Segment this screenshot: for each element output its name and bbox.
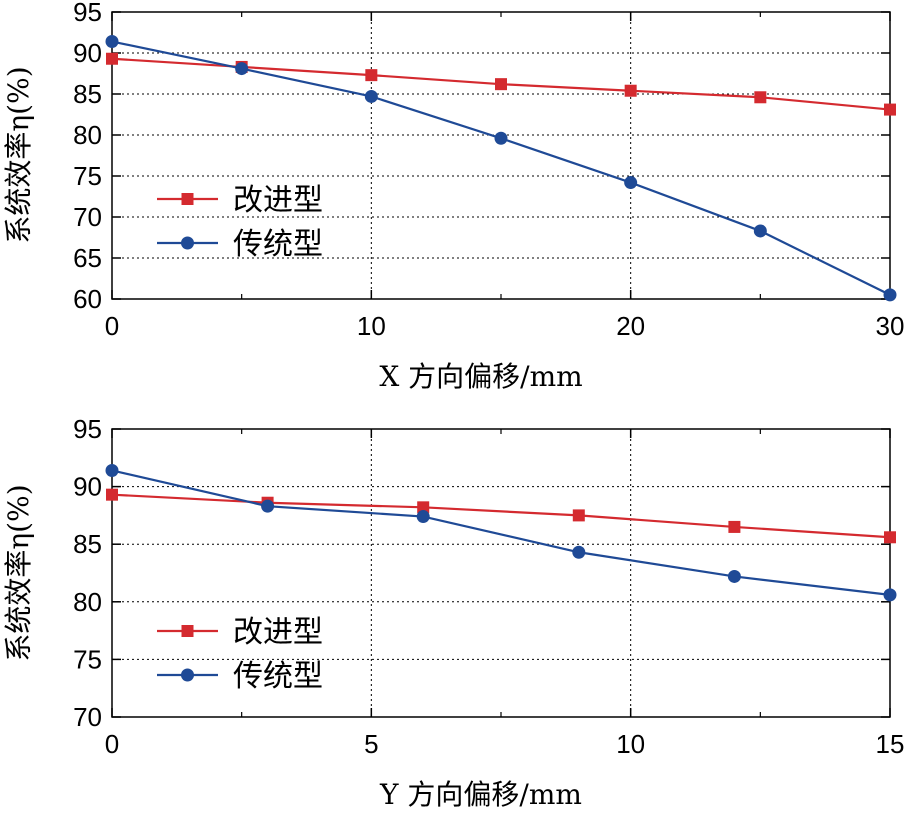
x-axis-title: X 方向偏移/mm xyxy=(379,360,582,393)
legend-label: 传统型 xyxy=(233,659,323,694)
x-tick-label: 10 xyxy=(357,311,386,341)
legend-marker-circle xyxy=(181,668,194,682)
data-point-circle xyxy=(105,463,119,477)
data-point-circle xyxy=(572,545,586,559)
y-tick-label: 90 xyxy=(73,472,102,502)
y-tick-label: 70 xyxy=(73,202,102,232)
data-point-circle xyxy=(261,499,275,513)
data-point-circle xyxy=(727,569,741,583)
plot-frame xyxy=(111,11,891,300)
data-point-square xyxy=(417,501,430,514)
data-point-square xyxy=(495,78,507,91)
series-line-0 xyxy=(111,493,891,539)
legend-marker-circle xyxy=(181,236,194,250)
data-point-square xyxy=(754,91,767,104)
y-axis-title: 系统效率η(%) xyxy=(2,484,35,661)
chart-x-offset: 0 10 20 30 60 65 70 75 80 85 90 95 X 方向偏移/mm 系统效率η(%)… xyxy=(2,0,904,393)
data-point-square xyxy=(884,531,896,544)
data-point-square xyxy=(884,103,896,116)
y-tick-label: 80 xyxy=(73,120,102,150)
x-tick-label: 0 xyxy=(105,311,119,341)
y-tick-label: 85 xyxy=(73,79,102,109)
data-point-square xyxy=(624,84,637,97)
y-tick-label: 75 xyxy=(73,161,102,191)
y-tick-label: 90 xyxy=(73,38,102,68)
x-tick-label: 5 xyxy=(364,729,378,759)
y-tick-label: 95 xyxy=(73,0,102,27)
plot-frame xyxy=(111,428,891,718)
y-tick-label: 65 xyxy=(73,243,102,273)
legend-marker-square xyxy=(181,193,194,205)
data-point-square xyxy=(728,520,741,533)
y-tick-label: 80 xyxy=(73,587,102,617)
data-point-circle xyxy=(883,588,897,602)
data-point-circle xyxy=(235,62,249,76)
data-point-circle xyxy=(753,224,767,238)
x-tick-label: 0 xyxy=(105,729,119,759)
y-tick-label: 95 xyxy=(73,414,102,444)
x-tick-label: 10 xyxy=(616,729,645,759)
legend-marker-square xyxy=(181,625,194,637)
data-point-circle xyxy=(105,35,119,49)
data-point-circle xyxy=(364,89,378,103)
x-tick-label: 15 xyxy=(876,729,905,759)
y-axis-title: 系统效率η(%) xyxy=(2,66,35,243)
legend-label: 改进型 xyxy=(233,615,323,650)
data-point-circle xyxy=(624,176,638,190)
data-point-circle xyxy=(494,131,508,145)
data-point-square xyxy=(106,52,118,65)
data-point-square xyxy=(365,69,378,82)
series-line-1 xyxy=(111,469,891,596)
y-tick-label: 85 xyxy=(73,529,102,559)
data-point-circle xyxy=(416,510,430,524)
legend-label: 传统型 xyxy=(233,227,323,262)
data-point-square xyxy=(106,488,118,501)
x-axis-title: Y 方向偏移/mm xyxy=(379,778,582,811)
y-tick-label: 75 xyxy=(73,644,102,674)
data-point-square xyxy=(572,509,585,522)
data-point-circle xyxy=(883,288,897,302)
y-tick-label: 60 xyxy=(73,284,102,314)
chart-y-offset: 0 5 10 15 70 75 80 85 90 95 Y 方向偏移/mm 系统效率η(%) 改进型传统… xyxy=(2,414,904,811)
legend-label: 改进型 xyxy=(233,183,323,218)
x-tick-label: 30 xyxy=(876,311,905,341)
y-tick-label: 70 xyxy=(73,702,102,732)
x-tick-label: 20 xyxy=(616,311,645,341)
